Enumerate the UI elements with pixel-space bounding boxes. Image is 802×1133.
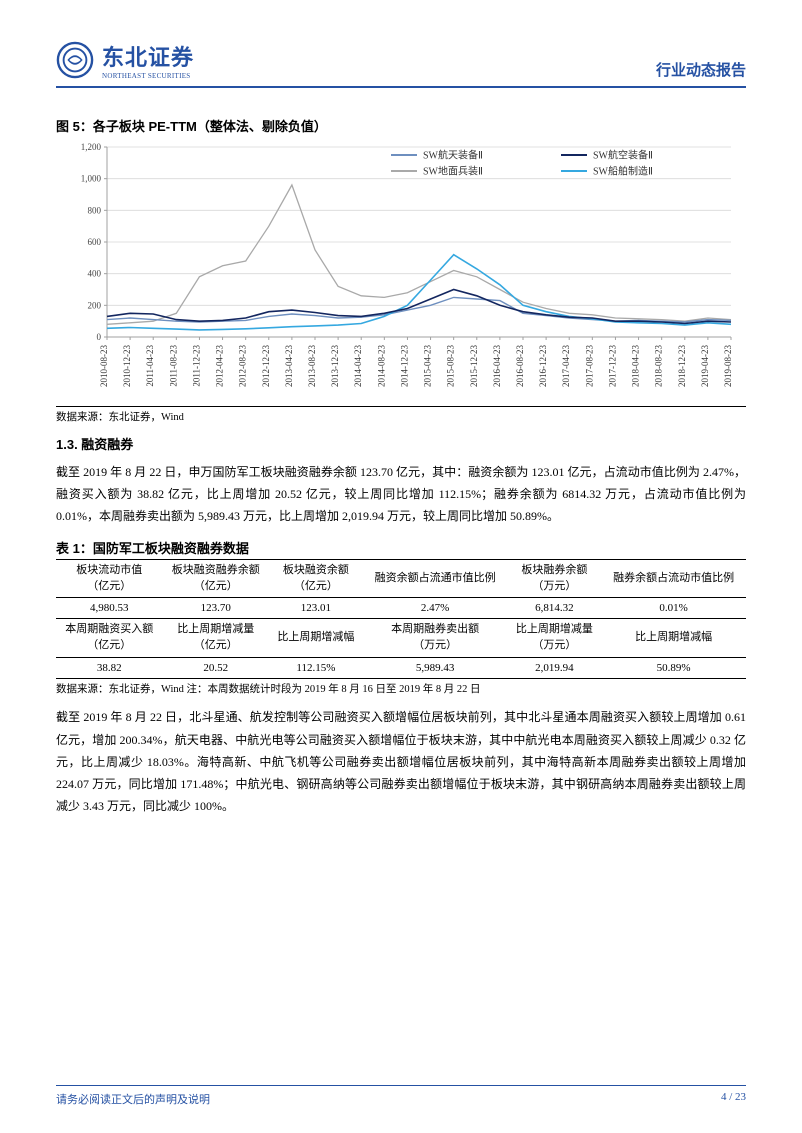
cell: 板块流动市值（亿元） (56, 559, 163, 598)
svg-text:2018-12-23: 2018-12-23 (677, 345, 687, 387)
footer-left: 请务必阅读正文后的声明及说明 (56, 1091, 210, 1107)
figure-source: 数据来源：东北证券，Wind (56, 409, 746, 424)
svg-text:1,200: 1,200 (81, 142, 102, 152)
cell: 板块融资余额（亿元） (269, 559, 363, 598)
svg-text:2013-12-23: 2013-12-23 (330, 345, 340, 387)
svg-text:2018-08-23: 2018-08-23 (654, 345, 664, 387)
svg-text:SW地面兵装Ⅱ: SW地面兵装Ⅱ (423, 165, 483, 178)
svg-text:2014-04-23: 2014-04-23 (353, 345, 363, 387)
cell: 比上周期增减幅 (601, 619, 746, 658)
figure-title: 图 5：各子板块 PE-TTM（整体法、剔除负值） (56, 116, 746, 135)
cell: 123.01 (269, 598, 363, 619)
svg-text:2016-08-23: 2016-08-23 (515, 345, 525, 387)
page-footer: 请务必阅读正文后的声明及说明 4 / 23 (56, 1085, 746, 1107)
logo-cn: 东北证券 (102, 40, 194, 72)
svg-text:800: 800 (88, 205, 102, 215)
svg-text:2017-12-23: 2017-12-23 (607, 345, 617, 387)
cell: 融资余额占流通市值比例 (363, 559, 508, 598)
svg-text:2012-08-23: 2012-08-23 (238, 345, 248, 387)
margin-table: 板块流动市值（亿元）板块融资融券余额（亿元）板块融资余额（亿元）融资余额占流通市… (56, 559, 746, 680)
cell: 2.47% (363, 598, 508, 619)
svg-text:200: 200 (88, 300, 102, 310)
cell: 比上周期增减幅 (269, 619, 363, 658)
cell: 4,980.53 (56, 598, 163, 619)
cell: 板块融资融券余额（亿元） (163, 559, 270, 598)
svg-text:2013-04-23: 2013-04-23 (284, 345, 294, 387)
paragraph-2: 截至 2019 年 8 月 22 日，北斗星通、航发控制等公司融资买入额增幅位居… (56, 706, 746, 817)
svg-text:2014-08-23: 2014-08-23 (376, 345, 386, 387)
svg-text:600: 600 (88, 237, 102, 247)
cell: 123.70 (163, 598, 270, 619)
paragraph-1: 截至 2019 年 8 月 22 日，申万国防军工板块融资融券余额 123.70… (56, 461, 746, 528)
svg-text:2010-08-23: 2010-08-23 (99, 345, 109, 387)
svg-text:2011-12-23: 2011-12-23 (191, 345, 201, 387)
chart-container: 0 200 400 600 800 1,000 1,200 2010-08-23 2010-12… (56, 139, 746, 407)
svg-text:1,000: 1,000 (81, 174, 102, 184)
page-header: 东北证券 NORTHEAST SECURITIES 行业动态报告 (56, 40, 746, 88)
svg-text:2012-04-23: 2012-04-23 (215, 345, 225, 387)
header-right: 行业动态报告 (656, 59, 746, 80)
table-source: 数据来源：东北证券，Wind 注：本周数据统计时段为 2019 年 8 月 16… (56, 681, 746, 696)
svg-text:2015-04-23: 2015-04-23 (423, 345, 433, 387)
svg-text:2010-12-23: 2010-12-23 (122, 345, 132, 387)
cell: 本周期融券卖出额（万元） (363, 619, 508, 658)
cell: 20.52 (163, 658, 270, 679)
svg-text:2013-08-23: 2013-08-23 (307, 345, 317, 387)
svg-text:2012-12-23: 2012-12-23 (261, 345, 271, 387)
logo: 东北证券 NORTHEAST SECURITIES (56, 40, 194, 80)
svg-text:2017-04-23: 2017-04-23 (561, 345, 571, 387)
cell: 112.15% (269, 658, 363, 679)
cell: 50.89% (601, 658, 746, 679)
pe-ttm-chart: 0 200 400 600 800 1,000 1,200 2010-08-23 2010-12… (56, 139, 746, 399)
svg-text:2018-04-23: 2018-04-23 (631, 345, 641, 387)
svg-text:2014-12-23: 2014-12-23 (399, 345, 409, 387)
cell: 2,019.94 (507, 658, 601, 679)
svg-text:2017-08-23: 2017-08-23 (584, 345, 594, 387)
cell: 0.01% (601, 598, 746, 619)
section-heading: 1.3. 融资融券 (56, 434, 746, 453)
table-title: 表 1：国防军工板块融资融券数据 (56, 538, 746, 557)
svg-text:SW船舶制造Ⅱ: SW船舶制造Ⅱ (593, 165, 653, 178)
cell: 比上周期增减量（亿元） (163, 619, 270, 658)
svg-text:2015-12-23: 2015-12-23 (469, 345, 479, 387)
footer-right: 4 / 23 (721, 1091, 746, 1107)
svg-text:400: 400 (88, 269, 102, 279)
svg-text:2019-04-23: 2019-04-23 (700, 345, 710, 387)
svg-text:SW航空装备Ⅱ: SW航空装备Ⅱ (593, 149, 653, 162)
svg-text:2011-04-23: 2011-04-23 (145, 345, 155, 387)
cell: 38.82 (56, 658, 163, 679)
cell: 6,814.32 (507, 598, 601, 619)
svg-text:2016-04-23: 2016-04-23 (492, 345, 502, 387)
svg-text:2011-08-23: 2011-08-23 (168, 345, 178, 387)
svg-text:2015-08-23: 2015-08-23 (446, 345, 456, 387)
svg-text:0: 0 (97, 332, 102, 342)
cell: 本周期融资买入额（亿元） (56, 619, 163, 658)
cell: 板块融券余额（万元） (507, 559, 601, 598)
cell: 比上周期增减量（万元） (507, 619, 601, 658)
cell: 融券余额占流动市值比例 (601, 559, 746, 598)
logo-icon (56, 41, 94, 79)
svg-text:2019-08-23: 2019-08-23 (723, 345, 733, 387)
svg-text:2016-12-23: 2016-12-23 (538, 345, 548, 387)
logo-en: NORTHEAST SECURITIES (102, 72, 194, 80)
svg-text:SW航天装备Ⅱ: SW航天装备Ⅱ (423, 149, 483, 162)
cell: 5,989.43 (363, 658, 508, 679)
